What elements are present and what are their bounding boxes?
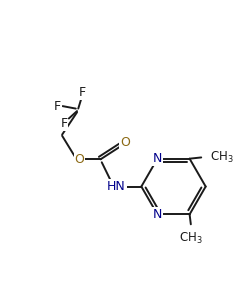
Text: N: N	[152, 152, 162, 165]
Text: CH$_3$: CH$_3$	[209, 150, 233, 165]
Text: CH$_3$: CH$_3$	[178, 231, 202, 246]
Text: HN: HN	[107, 180, 125, 193]
Text: F: F	[53, 100, 60, 113]
Text: O: O	[74, 153, 84, 166]
Text: F: F	[78, 85, 85, 99]
Text: F: F	[60, 117, 67, 130]
Text: O: O	[120, 135, 130, 149]
Text: N: N	[152, 208, 162, 221]
